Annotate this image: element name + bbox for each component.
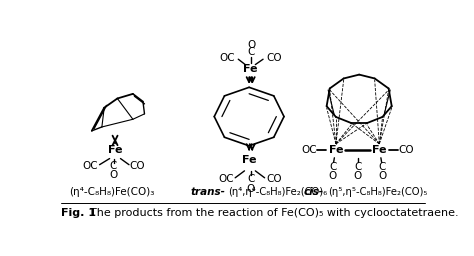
Text: CO: CO <box>266 53 282 63</box>
Text: (η⁴,η⁴-C₈H₈)Fe₂(CO)₆: (η⁴,η⁴-C₈H₈)Fe₂(CO)₆ <box>228 187 328 197</box>
Text: C: C <box>329 162 337 172</box>
Text: OC: OC <box>301 145 317 155</box>
Text: CO: CO <box>266 174 282 184</box>
Text: (η⁴-C₈H₈)Fe(CO)₃: (η⁴-C₈H₈)Fe(CO)₃ <box>69 187 155 197</box>
Text: CO: CO <box>399 145 414 155</box>
Text: O: O <box>354 171 362 181</box>
Text: Fe: Fe <box>244 64 258 74</box>
Text: OC: OC <box>82 161 98 171</box>
Text: CO: CO <box>129 161 145 171</box>
Text: C: C <box>379 162 386 172</box>
Text: Fe: Fe <box>328 145 343 155</box>
Text: O: O <box>328 171 337 181</box>
Text: C: C <box>247 174 255 184</box>
Text: Fig. 1: Fig. 1 <box>61 208 96 218</box>
Text: O: O <box>246 184 255 194</box>
Text: C: C <box>354 162 361 172</box>
Text: O: O <box>109 170 118 180</box>
Text: Fe: Fe <box>242 155 256 165</box>
Text: cis-: cis- <box>303 187 323 197</box>
Text: C: C <box>110 161 117 171</box>
Text: (η⁵,η⁵-C₈H₈)Fe₂(CO)₅: (η⁵,η⁵-C₈H₈)Fe₂(CO)₅ <box>328 187 428 197</box>
Text: The products from the reaction of Fe(CO)₅ with cyclooctatetraene.: The products from the reaction of Fe(CO)… <box>90 208 459 218</box>
Text: Fe: Fe <box>372 145 387 155</box>
Text: OC: OC <box>218 174 234 184</box>
Text: Fe: Fe <box>108 145 122 155</box>
Text: trans-: trans- <box>191 187 226 197</box>
Text: C: C <box>248 47 255 57</box>
Text: OC: OC <box>219 53 235 63</box>
Text: O: O <box>378 171 387 181</box>
Text: O: O <box>247 40 255 50</box>
